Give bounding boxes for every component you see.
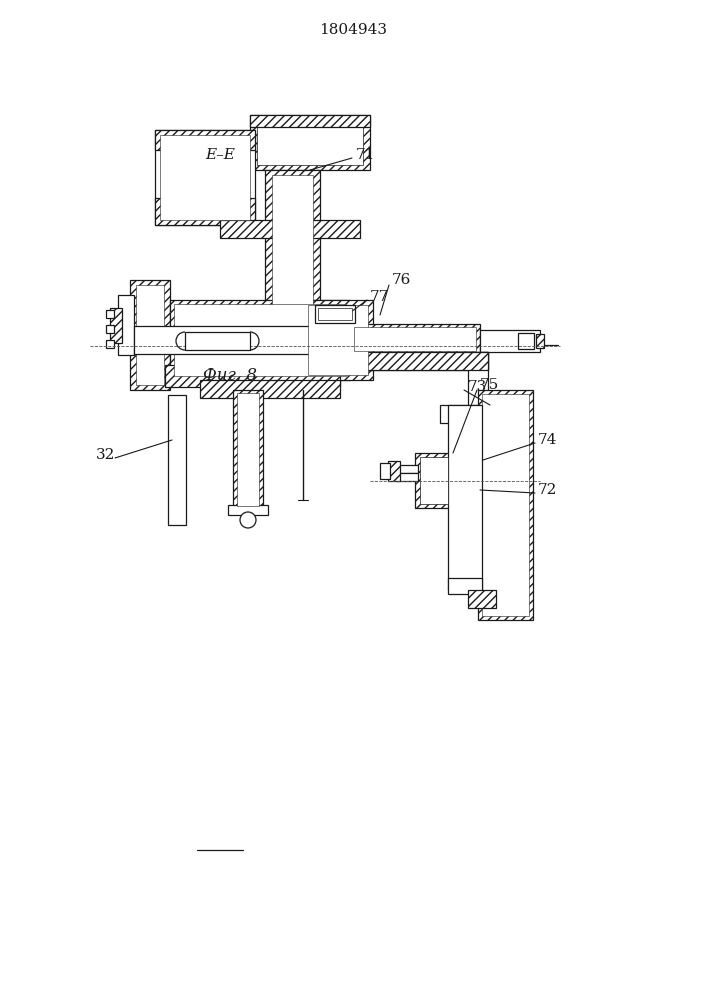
Bar <box>174 304 346 376</box>
Bar <box>110 308 122 343</box>
Text: 72: 72 <box>538 483 557 497</box>
Bar <box>415 453 453 508</box>
Bar <box>250 115 370 170</box>
Bar <box>318 308 352 320</box>
Bar <box>468 590 496 608</box>
Bar <box>136 285 164 385</box>
Bar <box>354 327 476 351</box>
Bar <box>250 115 370 127</box>
Bar <box>220 220 360 238</box>
Bar <box>130 280 170 390</box>
Bar <box>155 130 255 150</box>
Bar <box>106 340 114 348</box>
Bar <box>448 405 482 590</box>
Bar <box>482 394 529 616</box>
Bar <box>168 395 186 525</box>
Text: E–E: E–E <box>205 148 235 162</box>
Bar <box>518 333 534 349</box>
Bar <box>272 175 313 355</box>
Bar <box>160 135 250 220</box>
Bar <box>200 380 340 398</box>
Bar <box>350 324 480 354</box>
Text: 32: 32 <box>96 448 115 462</box>
Text: 74: 74 <box>538 433 557 447</box>
Bar <box>106 310 114 318</box>
Text: Фиг. 8: Фиг. 8 <box>203 366 257 383</box>
Bar <box>155 130 255 225</box>
Bar <box>420 457 448 504</box>
Bar <box>353 352 488 370</box>
Bar <box>353 352 488 370</box>
Bar <box>134 326 354 354</box>
Bar <box>265 170 320 360</box>
Text: 76: 76 <box>392 273 411 287</box>
Bar <box>165 365 340 387</box>
Bar <box>118 295 134 355</box>
Bar <box>536 334 544 348</box>
Bar <box>315 305 355 323</box>
Text: 73: 73 <box>468 380 487 394</box>
Text: 75: 75 <box>480 378 499 392</box>
Bar <box>228 505 268 515</box>
Bar <box>257 123 363 165</box>
Bar <box>237 393 259 506</box>
Bar <box>185 332 250 350</box>
Bar <box>308 305 368 375</box>
Bar <box>478 390 533 620</box>
Bar <box>233 390 263 510</box>
Bar <box>155 198 255 225</box>
Bar <box>106 325 114 333</box>
Bar <box>396 473 418 481</box>
Bar <box>440 405 490 423</box>
Bar <box>480 330 540 352</box>
Bar <box>468 352 488 417</box>
Bar <box>303 300 373 380</box>
Bar <box>396 465 418 473</box>
Text: 1804943: 1804943 <box>319 23 387 37</box>
Bar <box>380 463 390 479</box>
Bar <box>388 461 400 481</box>
Text: 77: 77 <box>370 290 390 304</box>
Text: 71: 71 <box>356 148 375 162</box>
Bar <box>448 578 482 594</box>
Circle shape <box>240 512 256 528</box>
Bar <box>170 300 350 380</box>
